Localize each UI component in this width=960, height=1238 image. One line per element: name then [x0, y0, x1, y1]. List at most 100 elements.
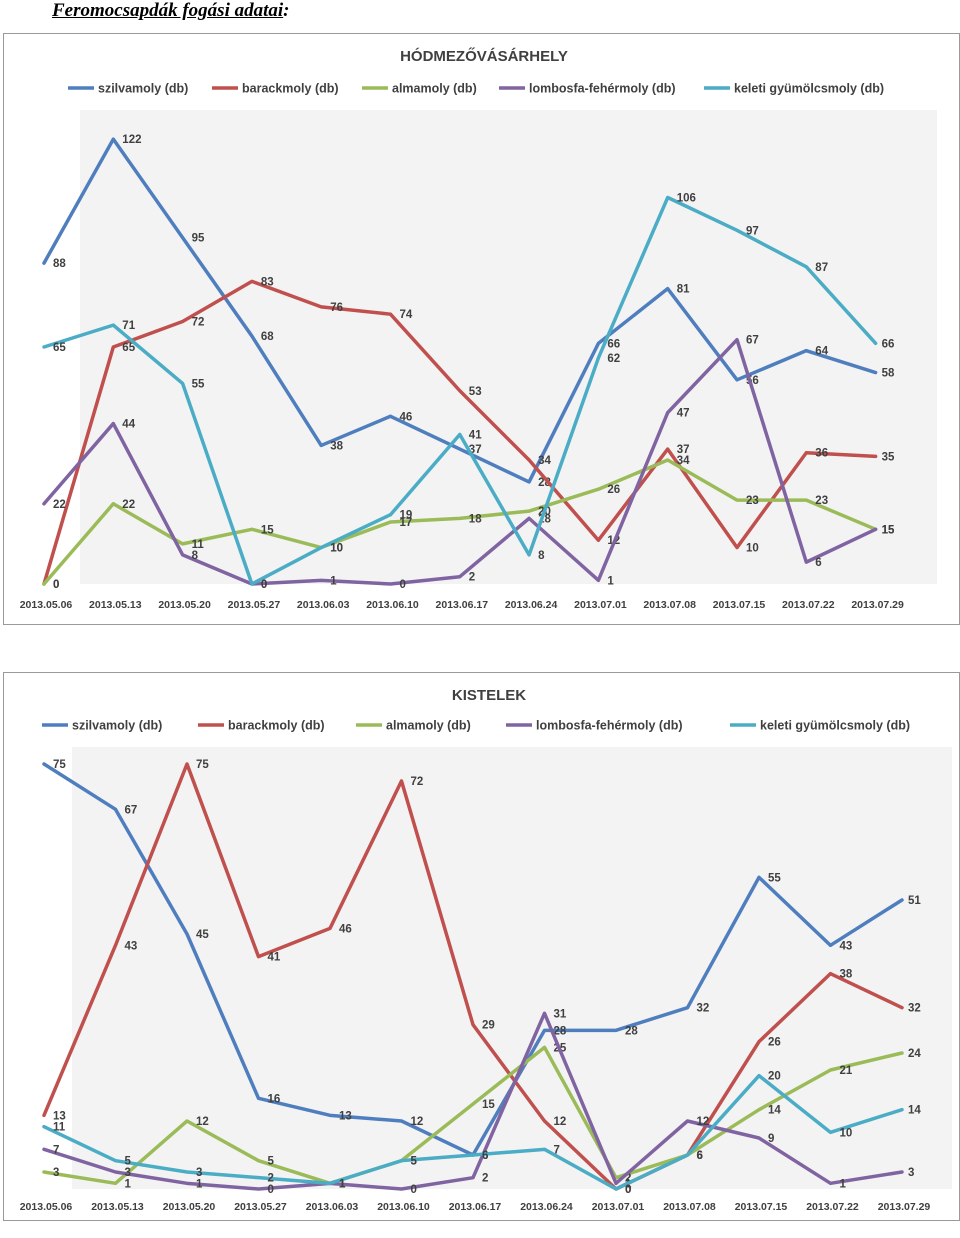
data-label: 75 — [53, 759, 66, 771]
data-point — [257, 1159, 260, 1163]
data-point — [804, 265, 808, 269]
data-point — [900, 1170, 904, 1174]
legend-label-2: almamoly (db) — [392, 82, 477, 96]
data-point — [874, 371, 878, 375]
data-label: 0 — [268, 1184, 274, 1196]
data-point — [389, 513, 392, 517]
data-label: 26 — [607, 484, 620, 496]
data-label: 3 — [53, 1167, 59, 1179]
chart-title: HÓDMEZŐVÁSÁRHELY — [400, 47, 568, 65]
data-label: 15 — [261, 524, 274, 536]
data-label: 23 — [746, 495, 759, 507]
data-label: 8 — [192, 550, 199, 562]
data-label: 1 — [607, 575, 614, 587]
data-label: 6 — [482, 1150, 488, 1162]
data-label: 15 — [882, 524, 895, 536]
data-label: 37 — [677, 444, 690, 456]
legend-label-0: szilvamoly (db) — [98, 82, 188, 96]
data-point — [666, 196, 670, 200]
data-point — [735, 378, 739, 382]
data-label: 34 — [677, 455, 690, 467]
data-label: 81 — [677, 284, 690, 296]
legend-label-3: lombosfa-fehérmoly (db) — [536, 719, 683, 733]
data-point — [543, 1119, 546, 1123]
x-tick-label: 2013.07.01 — [592, 1201, 645, 1213]
x-tick-label: 2013.07.29 — [878, 1201, 931, 1213]
legend-label-1: barackmoly (db) — [242, 82, 339, 96]
data-point — [185, 1181, 189, 1185]
data-point — [686, 1119, 689, 1123]
data-label: 65 — [122, 342, 135, 354]
data-label: 0 — [411, 1184, 417, 1196]
data-point — [735, 498, 739, 502]
data-point — [666, 447, 670, 451]
data-label: 7 — [53, 1144, 59, 1156]
data-point — [900, 898, 904, 902]
data-label: 22 — [122, 499, 135, 511]
data-point — [829, 943, 832, 947]
data-point — [735, 228, 739, 232]
data-label: 2 — [268, 1173, 274, 1185]
data-label: 19 — [400, 510, 413, 522]
data-label: 53 — [469, 386, 482, 398]
data-label: 5 — [268, 1156, 275, 1168]
data-point — [527, 516, 531, 520]
data-label: 10 — [746, 543, 759, 555]
data-point — [458, 516, 462, 520]
data-label: 41 — [469, 430, 482, 442]
data-label: 2 — [625, 1173, 631, 1185]
data-label: 67 — [125, 804, 138, 816]
data-point — [185, 1119, 189, 1123]
data-label: 10 — [330, 543, 343, 555]
data-point — [804, 560, 808, 564]
data-label: 3 — [125, 1167, 131, 1179]
data-point — [614, 1181, 618, 1185]
data-label: 71 — [122, 320, 135, 332]
data-point — [596, 538, 600, 542]
data-label: 8 — [538, 550, 545, 562]
data-label: 35 — [882, 451, 895, 463]
x-tick-label: 2013.05.20 — [163, 1201, 216, 1213]
x-tick-label: 2013.06.24 — [505, 599, 558, 611]
data-label: 10 — [840, 1127, 853, 1139]
data-point — [458, 447, 462, 451]
data-point — [250, 582, 254, 586]
data-point — [42, 1147, 46, 1151]
data-label: 46 — [400, 411, 413, 423]
data-point — [400, 1159, 403, 1163]
legend-label-4: keleti gyümölcsmoly (db) — [760, 719, 910, 733]
data-point — [543, 1045, 546, 1049]
chart-hodmezovasarhely-svg: HÓDMEZŐVÁSÁRHELY szilvamoly (db) barackmol… — [20, 47, 937, 611]
data-label: 76 — [330, 302, 343, 314]
data-label: 34 — [538, 455, 551, 467]
data-point — [527, 509, 531, 513]
x-tick-label: 2013.06.24 — [520, 1201, 573, 1213]
data-point — [874, 527, 878, 531]
data-point — [874, 454, 878, 458]
data-point — [900, 1006, 904, 1010]
data-point — [829, 972, 832, 976]
data-label: 0 — [625, 1184, 631, 1196]
x-tick-label: 2013.06.03 — [297, 599, 350, 611]
data-point — [114, 943, 117, 947]
data-point — [42, 345, 46, 349]
data-point — [666, 411, 670, 415]
data-label: 16 — [268, 1093, 281, 1105]
data-point — [829, 1181, 832, 1185]
data-label: 3 — [196, 1167, 202, 1179]
data-point — [111, 323, 115, 327]
data-label: 5 — [125, 1156, 132, 1168]
data-label: 95 — [192, 233, 205, 245]
x-tick-label: 2013.05.06 — [20, 1201, 73, 1213]
data-label: 6 — [482, 1150, 488, 1162]
data-point — [596, 487, 600, 491]
x-tick-label: 2013.07.15 — [713, 599, 766, 611]
data-point — [42, 582, 46, 586]
page-heading: Feromocsapdák fogási adatai: — [52, 0, 290, 22]
data-point — [42, 261, 46, 265]
chart-title: KISTELEK — [452, 687, 526, 704]
data-point — [757, 1108, 761, 1112]
data-point — [527, 553, 531, 557]
data-point — [400, 1119, 403, 1123]
data-label: 32 — [697, 1003, 710, 1015]
